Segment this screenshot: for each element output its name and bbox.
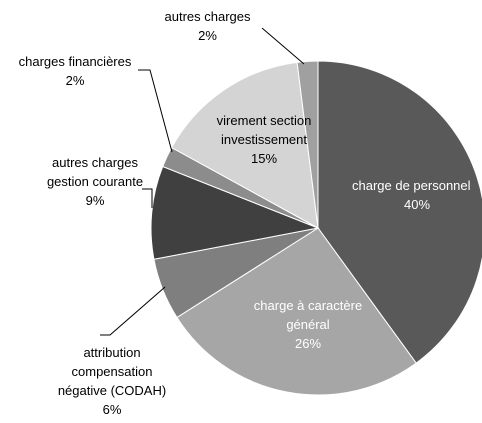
leader-line bbox=[138, 69, 173, 153]
category-label: autres charges bbox=[164, 9, 251, 24]
value-label: 2% bbox=[198, 28, 217, 43]
value-label: 9% bbox=[85, 193, 105, 208]
leader-line bbox=[100, 286, 166, 336]
value-label: 6% bbox=[102, 402, 122, 417]
value-label: 26% bbox=[294, 336, 322, 351]
pie-slice bbox=[176, 227, 417, 396]
slice-label: charge à caractère général 26% bbox=[238, 296, 378, 353]
category-label: charge à caractère général bbox=[253, 298, 363, 332]
slice-label: autres charges gestion courante 9% bbox=[40, 153, 150, 210]
category-label: autres charges gestion courante bbox=[46, 155, 144, 189]
pie-slice bbox=[317, 60, 482, 364]
slice-label: charges financières 2% bbox=[10, 52, 140, 90]
category-label: charge de personnel bbox=[352, 178, 471, 193]
leader-line bbox=[261, 27, 305, 65]
leader-line bbox=[142, 188, 153, 208]
value-label: 2% bbox=[65, 73, 85, 88]
slice-label: attribution compensation négative (CODAH… bbox=[50, 343, 174, 419]
pie-slice bbox=[170, 61, 319, 229]
category-label: charges financières bbox=[18, 54, 132, 69]
category-label: virement section investissement bbox=[216, 113, 312, 147]
pie-slice bbox=[150, 165, 320, 260]
value-label: 40% bbox=[404, 197, 431, 212]
category-label: attribution compensation négative (CODAH… bbox=[57, 345, 167, 398]
value-label: 15% bbox=[250, 151, 278, 166]
slice-label: charge de personnel 40% bbox=[352, 176, 482, 214]
slice-label: virement section investissement 15% bbox=[204, 111, 324, 168]
slice-label: autres charges 2% bbox=[150, 7, 265, 45]
pie-slice bbox=[296, 60, 319, 229]
